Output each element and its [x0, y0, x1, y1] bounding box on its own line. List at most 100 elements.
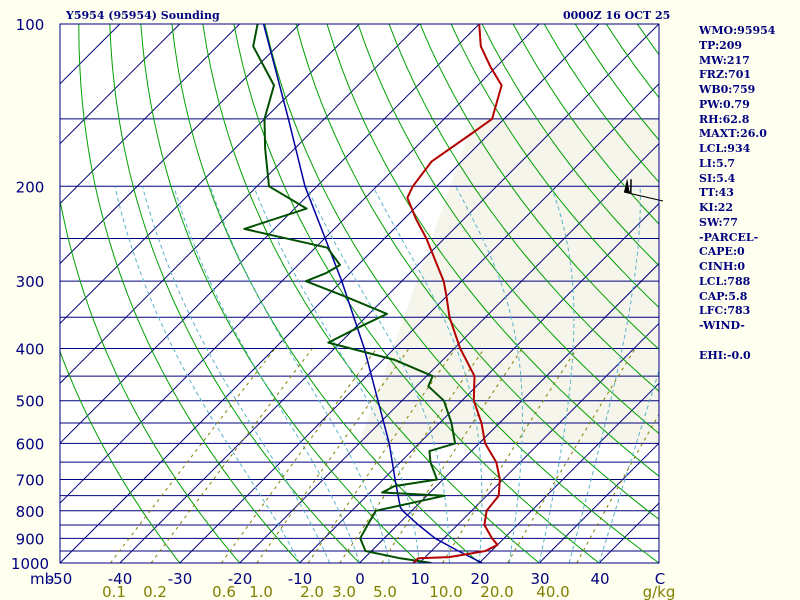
moist-adiabat-20	[372, 186, 483, 563]
isotherm-lines	[60, 24, 659, 563]
mixing-ratio-label-0: 0.1	[102, 583, 126, 600]
dry-adiabat-20	[171, 24, 480, 563]
stat-blank	[699, 334, 775, 349]
pressure-label-700: 700	[16, 472, 45, 490]
pressure-label-300: 300	[16, 273, 45, 291]
stat-wind-header: -WIND-	[699, 319, 745, 332]
isotherm--110	[60, 24, 240, 205]
pressure-label-500: 500	[16, 393, 45, 411]
isotherm--50	[60, 24, 600, 563]
moist-adiabats	[114, 186, 659, 563]
temperature-trace	[406, 24, 503, 563]
temperature-label-6: 10	[410, 570, 429, 588]
dry-adiabat-90	[388, 24, 659, 392]
sounding-profiles	[243, 24, 503, 563]
stat-ehi: EHI:-0.0	[699, 348, 751, 362]
dry-adiabat-50	[264, 24, 659, 563]
isotherm--120	[60, 24, 181, 145]
isotherm-10	[419, 322, 659, 563]
stat-wmo: WMO:95954	[699, 24, 776, 37]
stat-cap: CAP:5.8	[699, 289, 748, 303]
dry-adiabat-100	[419, 24, 659, 350]
wind-barbs	[623, 178, 664, 202]
isotherm--90	[60, 24, 360, 325]
stat-rh: RH:62.8	[699, 112, 750, 126]
temperature-label-1: -40	[108, 570, 133, 588]
stat-tt: TT:43	[699, 186, 734, 200]
stat-ki: KI:22	[699, 201, 734, 214]
isotherm--100	[60, 24, 300, 265]
stats-panel: WMO:95954 TP:209 MW:217 FRZ:701 WB0:759 …	[699, 24, 775, 363]
moist-adiabat-15	[306, 186, 450, 563]
isotherm--30	[179, 83, 659, 563]
temperature-label-9: 40	[590, 570, 609, 588]
pressure-label-1000: 1000	[11, 555, 49, 573]
pressure-label-200: 200	[16, 178, 45, 196]
dry-adiabat-110	[450, 24, 659, 309]
dry-adiabat-30	[202, 24, 540, 563]
valid-datetime: 0000Z 16 OCT 25	[563, 9, 671, 22]
moist-adiabat-0	[173, 186, 360, 563]
temperature-label-8: 30	[530, 570, 549, 588]
stat-parcel-lcl: LCL:788	[699, 274, 751, 288]
mixing-ratio-label-6: 5.0	[373, 583, 397, 600]
mixing-ratio-label-8: 20.0	[480, 583, 513, 600]
stat-lfc: LFC:783	[699, 304, 751, 318]
stat-frz: FRZ:701	[699, 68, 752, 82]
pressure-label-400: 400	[16, 341, 45, 359]
mixing-ratio-label-10: g/kg	[643, 583, 676, 600]
dry-adiabat-10	[140, 24, 420, 563]
temperature-label-2: -30	[168, 570, 193, 588]
stat-tp: TP:209	[699, 38, 743, 52]
stat-si: SI:5.4	[699, 171, 736, 185]
mixing-ratio-line-0.1	[110, 348, 276, 563]
mixing-ratio-label-3: 1.0	[249, 583, 273, 600]
dewpoint-trace	[243, 24, 457, 563]
isobar-lines	[60, 24, 659, 563]
dry-adiabat--30	[60, 350, 181, 563]
moist-adiabat-10	[253, 186, 420, 563]
temperature-label-7: 20	[470, 570, 489, 588]
isotherm--70	[60, 24, 480, 444]
moist-adiabat-25	[455, 186, 523, 563]
temperature-label-4: -10	[288, 570, 313, 588]
pressure-label-900: 900	[16, 530, 45, 548]
mixing-ratio-line-10	[442, 348, 578, 563]
dry-adiabat--10	[78, 24, 300, 563]
isotherm-0	[359, 262, 659, 563]
station-title: Y5954 (95954) Sounding	[66, 9, 220, 22]
mixing-ratio-line-1	[256, 348, 410, 563]
stat-pw: PW:0.79	[699, 97, 750, 111]
stat-parcel-header: -PARCEL-	[699, 230, 759, 244]
dry-adiabat-60	[295, 24, 659, 520]
mixing-ratio-line-0.6	[221, 348, 378, 563]
dry-adiabat-70	[326, 24, 659, 477]
mixing-ratio-label-1: 0.2	[143, 583, 167, 600]
pressure-label-600: 600	[16, 435, 45, 453]
mixing-ratio-line-2	[307, 348, 456, 563]
isotherm--80	[60, 24, 420, 385]
isotherm--10	[299, 202, 659, 563]
stat-li: LI:5.7	[699, 156, 736, 170]
dry-adiabat-80	[357, 24, 659, 435]
dry-adiabat-40	[233, 24, 600, 563]
parcel-trace	[262, 24, 483, 563]
temperature-label-0: -50	[48, 570, 73, 588]
mixing-ratio-label-4: 2.0	[300, 583, 324, 600]
mixing-ratio-line-0.2	[150, 348, 313, 563]
dry-adiabats	[60, 24, 659, 563]
stat-cape: CAPE:0	[699, 245, 745, 259]
moist-adiabat--5	[142, 186, 331, 563]
moist-adiabat-5	[209, 186, 390, 563]
temperature-label-3: -20	[228, 570, 253, 588]
pressure-unit-label: mb	[30, 570, 54, 588]
stat-cinh: CINH:0	[699, 260, 746, 273]
isotherm--60	[60, 24, 540, 504]
plot-border	[59, 23, 660, 564]
stat-sw: SW:77	[699, 215, 738, 229]
moist-adiabat-30	[538, 186, 575, 563]
isotherm-30	[538, 442, 659, 563]
stat-lcl: LCL:934	[699, 142, 751, 155]
